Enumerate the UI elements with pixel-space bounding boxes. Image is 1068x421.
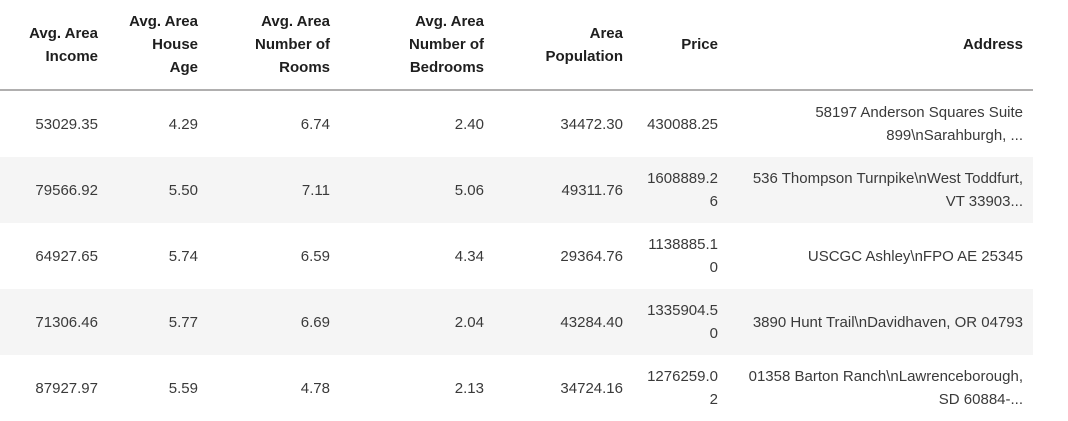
column-header-avg-area-house-age: Avg. Area House Age: [108, 0, 208, 91]
cell-bedrooms: 4.34: [454, 247, 484, 265]
cell-house-age: 5.74: [168, 247, 198, 265]
table-row: 79566.92 5.50 7.11 5.06 49311.76 1608889…: [0, 157, 1033, 223]
cell-population: 43284.40: [560, 313, 623, 331]
cell-bedrooms: 2.04: [454, 313, 484, 331]
cell-address: 58197 Anderson Squares Suite 899\nSarahb…: [815, 104, 1023, 144]
column-header-area-population: Area Population: [494, 0, 633, 91]
cell-rooms: 6.74: [300, 115, 330, 133]
cell-address: 3890 Hunt Trail\nDavidhaven, OR 04793: [752, 313, 1023, 331]
cell-price: 1608889.26: [647, 170, 718, 210]
cell-house-age: 5.77: [168, 313, 198, 331]
cell-population: 49311.76: [561, 181, 623, 199]
cell-population: 29364.76: [560, 247, 623, 265]
column-header-avg-area-number-of-rooms: Avg. Area Number of Rooms: [208, 0, 340, 91]
cell-address: USCGC Ashley\nFPO AE 25345: [807, 247, 1023, 265]
cell-income: 71306.46: [35, 313, 98, 331]
cell-rooms: 4.78: [300, 379, 330, 397]
cell-bedrooms: 2.13: [454, 379, 484, 397]
table-row: 53029.35 4.29 6.74 2.40 34472.30 430088.…: [0, 90, 1033, 157]
column-header-avg-area-number-of-bedrooms: Avg. Area Number of Bedrooms: [340, 0, 494, 91]
cell-rooms: 7.11: [301, 181, 330, 199]
cell-address: 01358 Barton Ranch\nLawrenceborough, SD …: [748, 368, 1023, 408]
dataframe-table: Avg. Area Income Avg. Area House Age Avg…: [0, 0, 1033, 421]
cell-income: 79566.92: [35, 181, 98, 199]
cell-bedrooms: 5.06: [454, 181, 484, 199]
column-header-avg-area-income: Avg. Area Income: [0, 0, 108, 91]
table-row: 64927.65 5.74 6.59 4.34 29364.76 1138885…: [0, 223, 1033, 289]
cell-house-age: 5.59: [168, 379, 198, 397]
cell-address: 536 Thompson Turnpike\nWest Toddfurt, VT…: [752, 170, 1023, 210]
table-row: 71306.46 5.77 6.69 2.04 43284.40 1335904…: [0, 289, 1033, 355]
column-header-address: Address: [728, 0, 1033, 91]
cell-price: 1335904.50: [647, 302, 718, 342]
header-row: Avg. Area Income Avg. Area House Age Avg…: [0, 0, 1033, 91]
table-header: Avg. Area Income Avg. Area House Age Avg…: [0, 0, 1033, 91]
cell-price: 1138885.10: [648, 236, 718, 276]
cell-house-age: 5.50: [168, 181, 198, 199]
cell-population: 34472.30: [560, 115, 623, 133]
table-body: 53029.35 4.29 6.74 2.40 34472.30 430088.…: [0, 90, 1033, 421]
cell-rooms: 6.59: [300, 247, 330, 265]
cell-income: 64927.65: [35, 247, 98, 265]
cell-population: 34724.16: [560, 379, 623, 397]
table-row: 87927.97 5.59 4.78 2.13 34724.16 1276259…: [0, 355, 1033, 421]
cell-income: 87927.97: [35, 379, 98, 397]
column-header-price: Price: [633, 0, 728, 91]
cell-house-age: 4.29: [168, 115, 198, 133]
cell-price: 1276259.02: [647, 368, 718, 408]
cell-income: 53029.35: [35, 115, 98, 133]
cell-rooms: 6.69: [300, 313, 330, 331]
cell-price: 430088.25: [647, 115, 718, 133]
cell-bedrooms: 2.40: [454, 115, 484, 133]
